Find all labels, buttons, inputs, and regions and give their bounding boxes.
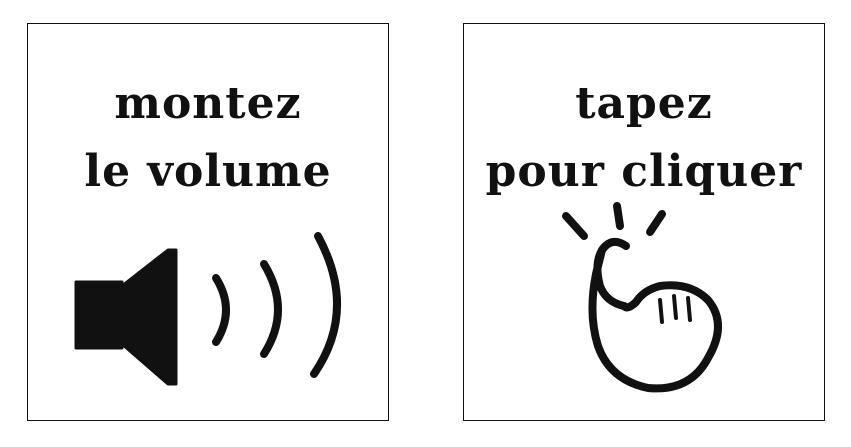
tap-instruction-line2: pour cliquer [485,146,803,197]
volume-instruction-panel: montez le volume [27,23,389,421]
tap-finger-icon [562,202,722,393]
volume-instruction-line2: le volume [84,146,332,197]
volume-instruction-line1: montez [114,78,302,129]
tap-instruction-line1: tapez [575,78,713,129]
tap-instruction-panel: tapez pour cliquer [463,23,825,421]
speaker-volume-icon [74,232,342,386]
